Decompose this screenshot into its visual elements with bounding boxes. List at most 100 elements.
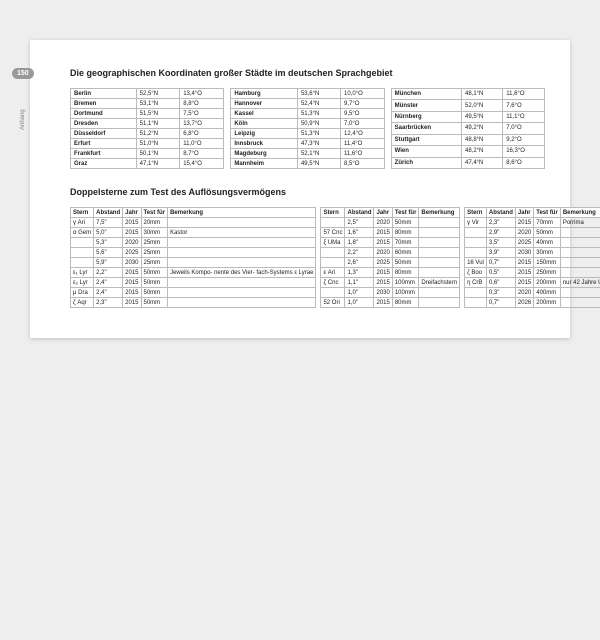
table-cell: ζ Cnc [321, 278, 345, 288]
table-cell: 1,0" [345, 288, 374, 298]
table-header: Abstand [486, 208, 515, 218]
table-cell: 57 Cnc [321, 228, 345, 238]
table-cell: 13,4°O [180, 89, 224, 99]
table-cell: 9,2°O [503, 134, 545, 145]
table-cell: γ Ari [71, 218, 94, 228]
table-cell: Hannover [231, 99, 298, 109]
table-row: Münster52,0°N7,6°O [391, 100, 544, 111]
table-header-row: SternAbstandJahrTest fürBemerkung [321, 208, 460, 218]
table-cell: 52 Ori [321, 298, 345, 308]
table-header: Bemerkung [560, 208, 600, 218]
table-cell [419, 258, 460, 268]
table-cell: Nürnberg [391, 111, 461, 122]
table-cell: 48,8°N [461, 134, 502, 145]
table-cell: 2030 [515, 248, 533, 258]
table-cell [168, 298, 316, 308]
table-cell [465, 228, 487, 238]
table-row: 16 Vul0,7"2015150mm [465, 258, 600, 268]
table-header: Stern [465, 208, 487, 218]
table-row: 0,7"2026200mm [465, 298, 600, 308]
table-cell: 51,0°N [136, 139, 180, 149]
table-cell: ζ Boo [465, 268, 487, 278]
table-cell: 2025 [515, 238, 533, 248]
table-cell: 51,1°N [136, 119, 180, 129]
table-cell [419, 298, 460, 308]
table-cell: 50mm [141, 278, 168, 288]
table-cell: 2015 [515, 258, 533, 268]
table-row: ζ Cnc1,1"2015100mmDreifachstern [321, 278, 460, 288]
table-cell: Porrima [560, 218, 600, 228]
table-cell: 50,1°N [136, 149, 180, 159]
table-row: Kassel51,3°N9,5°O [231, 109, 384, 119]
table-cell: 1,1" [345, 278, 374, 288]
table-row: 5,6"202525mm [71, 248, 316, 258]
table-cell: 100mm [392, 278, 419, 288]
geo-table: München48,1°N11,6°OMünster52,0°N7,6°ONür… [391, 88, 545, 169]
table-row: Berlin52,5°N13,4°O [71, 89, 224, 99]
table-cell [560, 268, 600, 278]
book-page: 150 Anhang Die geographischen Koordinate… [30, 40, 570, 338]
table-row: Hamburg53,6°N10,0°O [231, 89, 384, 99]
table-cell [465, 288, 487, 298]
table-cell: 9,7°O [341, 99, 385, 109]
table-cell: Magdeburg [231, 149, 298, 159]
table-header: Abstand [94, 208, 123, 218]
table-cell: Zürich [391, 157, 461, 168]
table-cell: 60mm [392, 248, 419, 258]
table-cell: 80mm [392, 228, 419, 238]
table-cell: 2020 [374, 218, 392, 228]
table-cell: 9,5°O [341, 109, 385, 119]
table-cell: 2015 [374, 298, 392, 308]
table-cell: 53,1°N [136, 99, 180, 109]
table-cell: 2020 [515, 288, 533, 298]
table-row: Dresden51,1°N13,7°O [71, 119, 224, 129]
table-row: 2,5"202050mm [321, 218, 460, 228]
table-row: 2,6"202550mm [321, 258, 460, 268]
table-cell: Mannheim [231, 159, 298, 169]
table-cell: Dreifachstern [419, 278, 460, 288]
table-cell: 2,4" [94, 288, 123, 298]
table-cell: 2,6" [345, 258, 374, 268]
table-header: Jahr [374, 208, 392, 218]
table-cell: 1,3" [345, 268, 374, 278]
table-cell: 12,4°O [341, 129, 385, 139]
table-cell [321, 218, 345, 228]
table-cell: Münster [391, 100, 461, 111]
table-cell: 7,6°O [503, 100, 545, 111]
table-cell: 7,0°O [503, 123, 545, 134]
geo-table: Hamburg53,6°N10,0°OHannover52,4°N9,7°OKa… [230, 88, 384, 169]
table-header: Jahr [515, 208, 533, 218]
table-cell: 2025 [374, 258, 392, 268]
table-cell [71, 248, 94, 258]
table-row: 3,5"202540mm [465, 238, 600, 248]
table-cell [465, 298, 487, 308]
table-cell: Hamburg [231, 89, 298, 99]
table-cell: 47,3°N [297, 139, 340, 149]
table-cell: 13,7°O [180, 119, 224, 129]
stars-table: SternAbstandJahrTest fürBemerkungγ Ari7,… [70, 207, 316, 308]
table-cell: ξ UMa [321, 238, 345, 248]
table-header-row: SternAbstandJahrTest fürBemerkung [71, 208, 316, 218]
table-cell: 1,6" [345, 228, 374, 238]
table-row: Nürnberg49,5°N11,1°O [391, 111, 544, 122]
table-row: Bremen53,1°N8,8°O [71, 99, 224, 109]
table-cell [560, 238, 600, 248]
table-cell: 11,6°O [503, 89, 545, 100]
table-header: Test für [534, 208, 561, 218]
table-row: Saarbrücken49,2°N7,0°O [391, 123, 544, 134]
table-row: Wien48,2°N16,3°O [391, 146, 544, 157]
table-row: Stuttgart48,8°N9,2°O [391, 134, 544, 145]
table-row: 2,2"202060mm [321, 248, 460, 258]
table-row: ζ Aqr2,3"201550mm [71, 298, 316, 308]
table-header: Bemerkung [419, 208, 460, 218]
table-cell: 2030 [374, 288, 392, 298]
table-cell: 3,9" [486, 248, 515, 258]
table-cell: 51,3°N [297, 129, 340, 139]
table-cell: 25mm [141, 248, 168, 258]
table-cell: 51,5°N [136, 109, 180, 119]
table-row: Innsbruck47,3°N11,4°O [231, 139, 384, 149]
table-cell [465, 238, 487, 248]
table-row: ε Ari1,3"201580mm [321, 268, 460, 278]
table-cell: ε₂ Lyr [71, 278, 94, 288]
table-cell: 49,5°N [461, 111, 502, 122]
